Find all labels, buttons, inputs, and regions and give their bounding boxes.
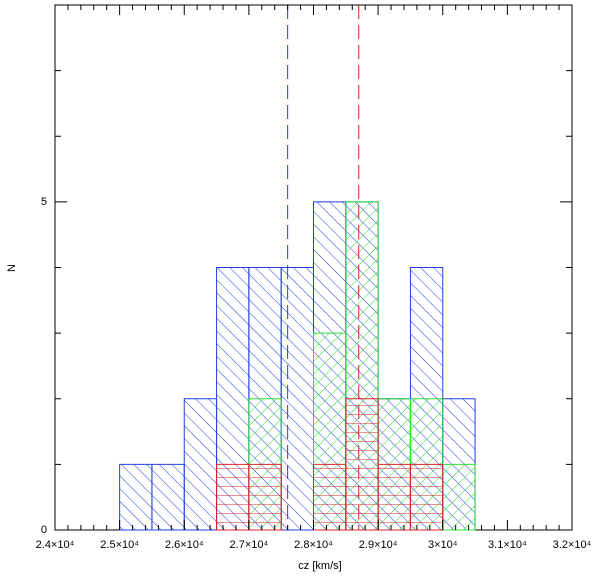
histogram-bar bbox=[119, 463, 153, 531]
y-tick-label: 0 bbox=[41, 524, 47, 536]
x-tick-label: 3.2×10⁴ bbox=[553, 539, 592, 551]
x-tick-label: 2.9×10⁴ bbox=[359, 539, 398, 551]
histogram-bar bbox=[280, 267, 314, 531]
x-tick-label: 3×10⁴ bbox=[428, 539, 458, 551]
histogram-bar bbox=[151, 463, 185, 531]
histogram-bar bbox=[442, 463, 476, 531]
x-tick-label: 2.7×10⁴ bbox=[230, 539, 269, 551]
histogram-bar bbox=[377, 463, 411, 531]
x-tick-label: 2.5×10⁴ bbox=[100, 539, 139, 551]
histogram-bar bbox=[216, 463, 250, 531]
x-axis-label: cz [km/s] bbox=[298, 560, 341, 572]
x-tick-label: 2.6×10⁴ bbox=[165, 539, 204, 551]
y-tick-label: 5 bbox=[41, 196, 47, 208]
histogram-bar bbox=[183, 398, 218, 531]
y-axis-label: N bbox=[6, 264, 18, 272]
x-tick-label: 2.8×10⁴ bbox=[294, 539, 333, 551]
histogram-bar bbox=[313, 463, 347, 531]
histogram-bar bbox=[248, 463, 282, 531]
histogram-bar bbox=[409, 463, 444, 531]
x-tick-label: 2.4×10⁴ bbox=[36, 539, 75, 551]
histogram-bar bbox=[345, 398, 379, 531]
x-tick-label: 3.1×10⁴ bbox=[488, 539, 527, 551]
